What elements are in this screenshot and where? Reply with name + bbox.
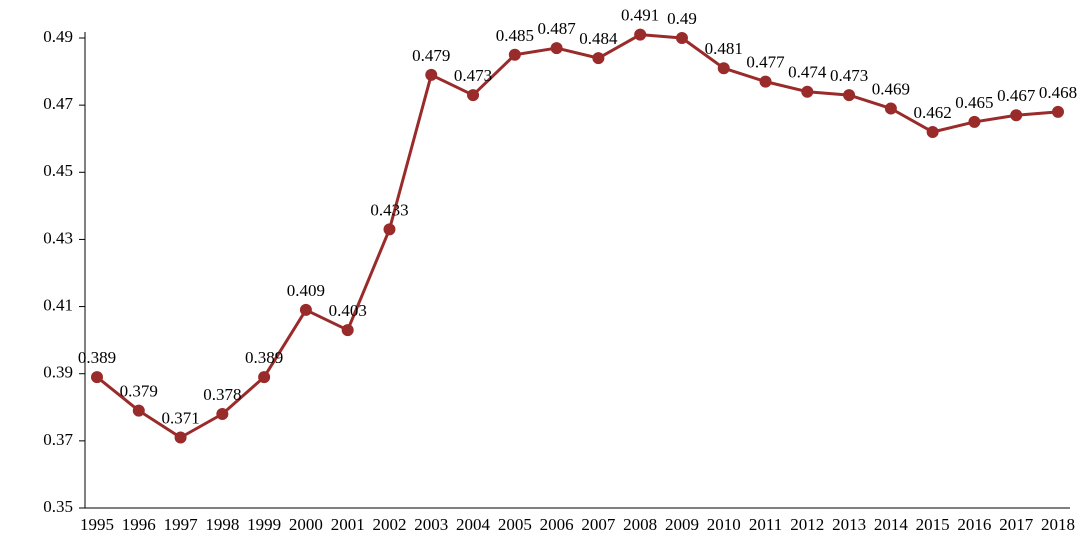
x-tick-label: 2001 [331, 515, 365, 534]
y-tick-label: 0.37 [43, 430, 73, 449]
data-label: 0.389 [245, 348, 283, 367]
data-label: 0.469 [872, 80, 910, 99]
data-marker [968, 116, 980, 128]
data-marker [760, 76, 772, 88]
data-marker [175, 432, 187, 444]
data-label: 0.467 [997, 86, 1036, 105]
data-label: 0.473 [830, 66, 868, 85]
data-marker [300, 304, 312, 316]
x-tick-label: 2009 [665, 515, 699, 534]
data-marker [592, 52, 604, 64]
y-tick-label: 0.39 [43, 363, 73, 382]
x-tick-label: 2014 [874, 515, 909, 534]
x-tick-label: 2000 [289, 515, 323, 534]
x-tick-label: 2006 [540, 515, 574, 534]
data-label: 0.49 [667, 9, 697, 28]
data-marker [383, 223, 395, 235]
data-label: 0.409 [287, 281, 325, 300]
y-tick-label: 0.45 [43, 161, 73, 180]
data-marker [1052, 106, 1064, 118]
data-marker [551, 42, 563, 54]
x-tick-label: 1998 [205, 515, 239, 534]
x-tick-label: 2011 [749, 515, 782, 534]
x-tick-label: 2012 [790, 515, 824, 534]
data-label: 0.403 [329, 301, 367, 320]
data-marker [467, 89, 479, 101]
data-marker [342, 324, 354, 336]
data-label: 0.433 [370, 200, 408, 219]
x-tick-label: 2008 [623, 515, 657, 534]
x-tick-label: 2003 [414, 515, 448, 534]
data-marker [676, 32, 688, 44]
data-label: 0.477 [746, 53, 785, 72]
data-label: 0.465 [955, 93, 993, 112]
x-tick-label: 2013 [832, 515, 866, 534]
data-marker [718, 62, 730, 74]
data-label: 0.485 [496, 26, 534, 45]
data-marker [425, 69, 437, 81]
y-tick-label: 0.49 [43, 27, 73, 46]
x-tick-label: 2018 [1041, 515, 1075, 534]
x-tick-label: 1996 [122, 515, 156, 534]
x-tick-label: 2017 [999, 515, 1034, 534]
x-tick-label: 2015 [916, 515, 950, 534]
x-tick-label: 1997 [164, 515, 199, 534]
x-tick-label: 2005 [498, 515, 532, 534]
data-label: 0.481 [705, 39, 743, 58]
data-marker [885, 103, 897, 115]
data-label: 0.468 [1039, 83, 1077, 102]
data-marker [216, 408, 228, 420]
x-tick-label: 1995 [80, 515, 114, 534]
y-tick-label: 0.47 [43, 94, 73, 113]
x-tick-label: 2007 [581, 515, 616, 534]
data-label: 0.379 [120, 382, 158, 401]
data-marker [801, 86, 813, 98]
y-tick-label: 0.35 [43, 497, 73, 516]
data-marker [258, 371, 270, 383]
x-tick-label: 1999 [247, 515, 281, 534]
data-label: 0.487 [537, 19, 576, 38]
data-label: 0.484 [579, 29, 618, 48]
data-label: 0.389 [78, 348, 116, 367]
data-label: 0.473 [454, 66, 492, 85]
data-marker [634, 29, 646, 41]
data-label: 0.371 [161, 409, 199, 428]
y-tick-label: 0.41 [43, 295, 73, 314]
data-label: 0.479 [412, 46, 450, 65]
data-marker [91, 371, 103, 383]
data-label: 0.462 [914, 103, 952, 122]
x-tick-label: 2016 [957, 515, 991, 534]
data-label: 0.491 [621, 6, 659, 25]
data-label: 0.378 [203, 385, 241, 404]
data-line [97, 35, 1058, 438]
data-marker [509, 49, 521, 61]
data-label: 0.474 [788, 63, 827, 82]
data-marker [1010, 109, 1022, 121]
data-marker [927, 126, 939, 138]
data-marker [843, 89, 855, 101]
x-tick-label: 2004 [456, 515, 491, 534]
x-tick-label: 2010 [707, 515, 741, 534]
data-marker [133, 405, 145, 417]
x-tick-label: 2002 [372, 515, 406, 534]
line-chart: 0.35 0.37 0.39 0.41 0.43 0.45 0.47 0.49 1995 1996… [0, 0, 1080, 546]
y-tick-label: 0.43 [43, 228, 73, 247]
